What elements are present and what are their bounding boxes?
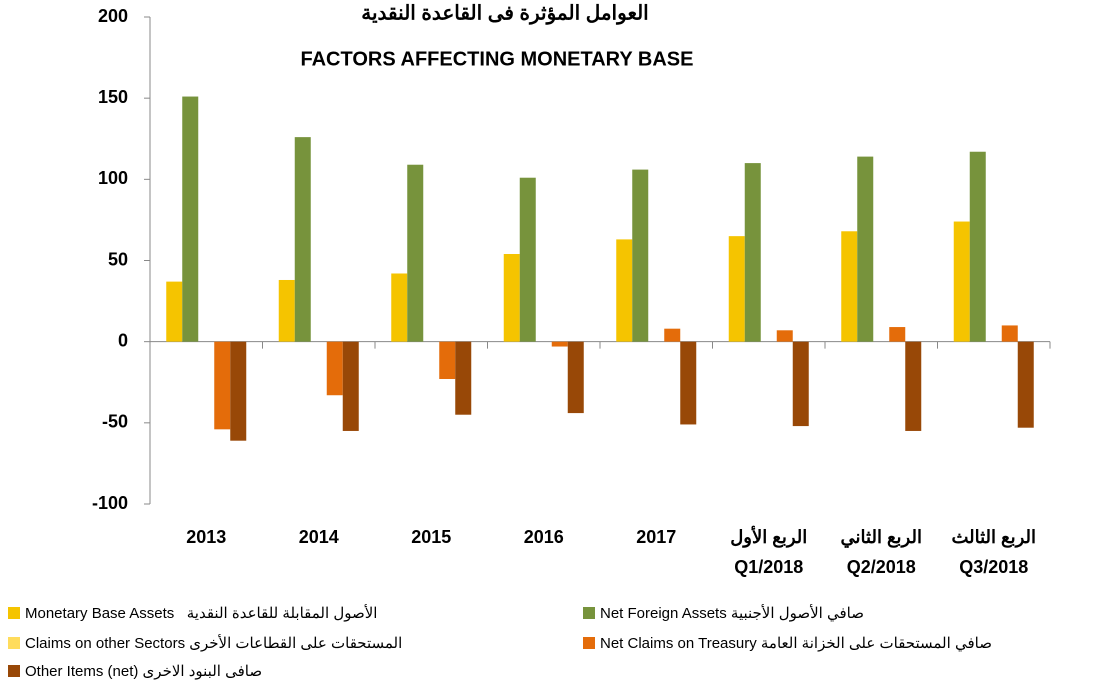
bar <box>792 341 809 427</box>
x-tick-label: 2013 <box>186 527 227 547</box>
bar <box>391 273 408 342</box>
legend-swatch <box>8 637 20 649</box>
x-tick-label: 2016 <box>523 527 564 547</box>
x-tick-label: الربع الثاني Q2/2018 <box>840 527 922 577</box>
legend-item: Net Foreign Assets صافي الأصول الأجنبية <box>583 604 864 622</box>
bar <box>1017 341 1034 428</box>
x-tick-label: الربع الثالث Q3/2018 <box>951 527 1037 577</box>
bar <box>1001 325 1018 342</box>
bar <box>407 164 424 342</box>
bar <box>953 221 970 342</box>
chart-subtitle: FACTORS AFFECTING MONETARY BASE <box>301 48 694 70</box>
x-tick-label: 2015 <box>411 527 452 547</box>
x-tick-label: 2017 <box>636 527 677 547</box>
y-tick-label: 0 <box>118 330 128 350</box>
bar <box>182 96 199 342</box>
legend-label: Net Claims on Treasury صافي المستحقات عل… <box>600 635 992 652</box>
y-tick-label: -50 <box>102 412 128 432</box>
y-tick-label: 100 <box>98 168 128 188</box>
bar <box>857 156 874 342</box>
legend-item: Net Claims on Treasury صافي المستحقات عل… <box>583 634 992 652</box>
legend-label: Monetary Base Assets الأصول المقابلة للق… <box>25 605 378 622</box>
bar <box>664 328 681 342</box>
bar <box>342 341 359 431</box>
bar <box>326 341 343 396</box>
legend-swatch <box>8 665 20 677</box>
legend-swatch <box>583 607 595 619</box>
bar <box>567 341 584 414</box>
bar <box>841 231 858 342</box>
legend-item: Claims on other Sectors المستحقات على ال… <box>8 634 402 652</box>
bar <box>889 327 906 342</box>
bar <box>294 137 311 342</box>
legend-swatch <box>8 607 20 619</box>
x-tick-label: 2014 <box>298 527 339 547</box>
bar <box>616 239 633 342</box>
bar <box>969 151 986 342</box>
legend-item: Other Items (net) صافى البنود الاخرى <box>8 662 262 680</box>
bar <box>166 281 183 342</box>
bar <box>278 279 295 342</box>
y-tick-label: 150 <box>98 87 128 107</box>
legend-label: Net Foreign Assets صافي الأصول الأجنبية <box>600 605 864 622</box>
y-tick-label: -100 <box>92 493 128 513</box>
bar <box>519 177 536 342</box>
bar <box>632 169 649 342</box>
bar <box>551 341 568 347</box>
bar <box>776 330 793 342</box>
legend-item: Monetary Base Assets الأصول المقابلة للق… <box>8 604 377 622</box>
bar <box>439 341 456 380</box>
bar <box>455 341 472 415</box>
y-tick-label: 50 <box>108 249 128 269</box>
y-tick-label: 200 <box>98 6 128 26</box>
bar <box>214 341 231 430</box>
bar <box>503 254 520 342</box>
bar <box>744 163 761 342</box>
bar <box>905 341 922 431</box>
x-tick-label: الربع الأول Q1/2018 <box>730 527 808 577</box>
bar <box>230 341 247 441</box>
legend-swatch <box>583 637 595 649</box>
bar <box>728 236 745 342</box>
chart-title: العوامل المؤثرة فى القاعدة النقدية <box>361 2 649 25</box>
legend-label: Other Items (net) صافى البنود الاخرى <box>25 663 263 680</box>
bar <box>680 341 697 425</box>
legend-label: Claims on other Sectors المستحقات على ال… <box>25 635 403 652</box>
